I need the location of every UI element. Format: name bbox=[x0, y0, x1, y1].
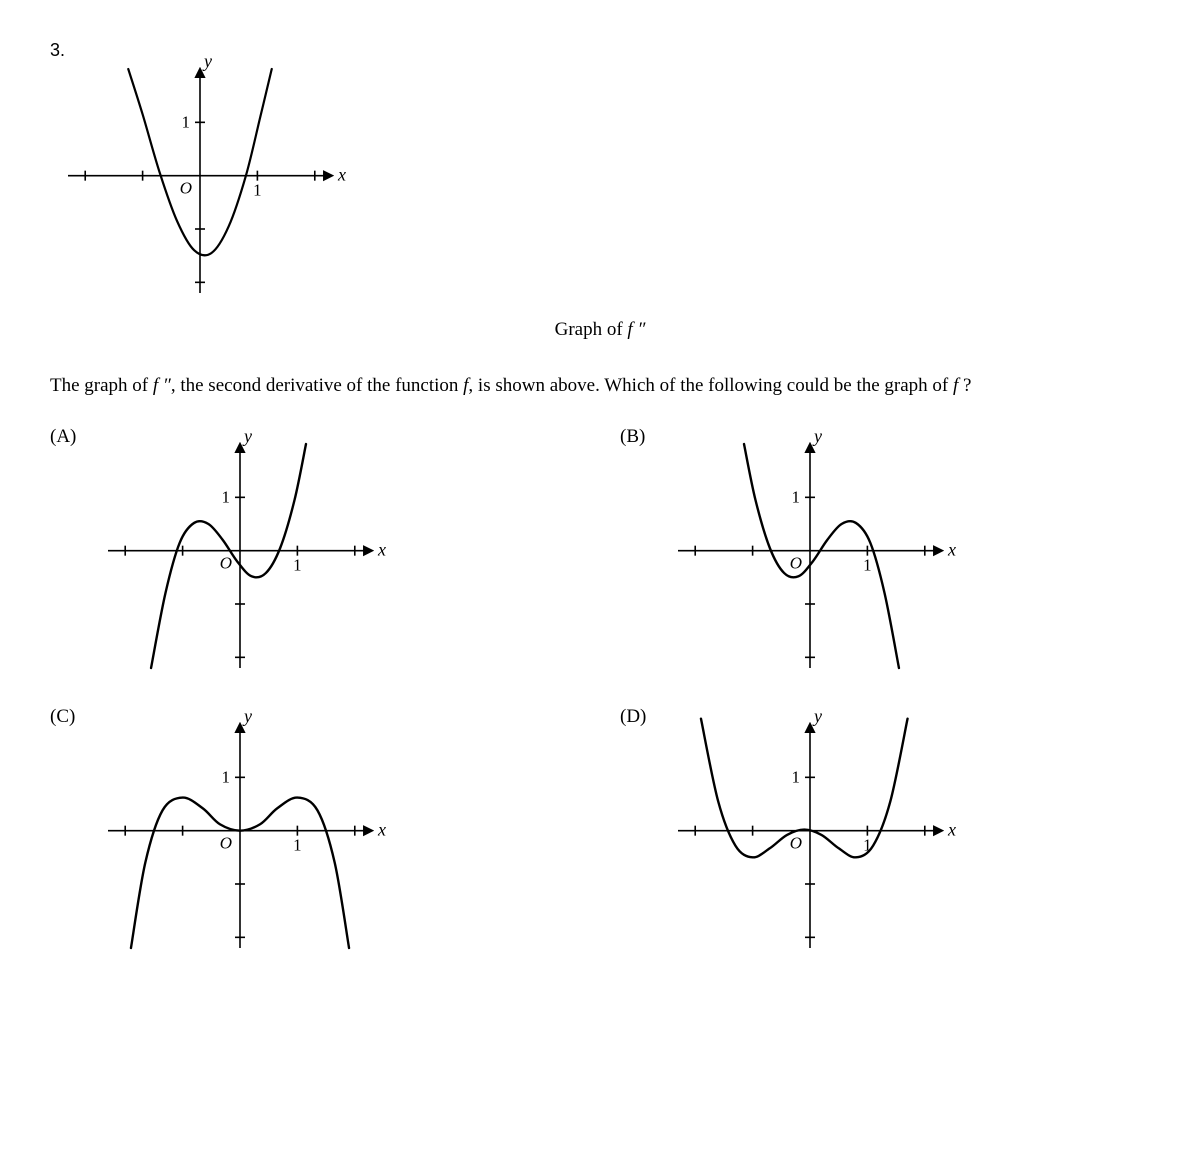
question-text: The graph of f ″, the second derivative … bbox=[50, 371, 1150, 401]
svg-text:1: 1 bbox=[222, 768, 231, 787]
q-part: , the second derivative of the function bbox=[171, 375, 463, 396]
q-part: ? bbox=[963, 375, 971, 396]
caption-symbol: f ″ bbox=[627, 319, 645, 340]
q-sym: f bbox=[953, 375, 963, 396]
svg-text:1: 1 bbox=[222, 488, 231, 507]
svg-text:1: 1 bbox=[293, 836, 302, 855]
choice-graph-c: 1 1 Oy x bbox=[90, 706, 390, 966]
q-part: , is shown above. Which of the following… bbox=[468, 375, 953, 396]
caption-text: Graph of bbox=[555, 319, 628, 340]
choice-a: (A) 1 1 Oy x bbox=[50, 426, 580, 686]
svg-text:1: 1 bbox=[863, 556, 872, 575]
svg-text:O: O bbox=[220, 834, 232, 853]
svg-text:x: x bbox=[337, 165, 346, 185]
svg-text:1: 1 bbox=[293, 556, 302, 575]
svg-text:O: O bbox=[220, 554, 232, 573]
svg-text:1: 1 bbox=[792, 488, 801, 507]
svg-text:y: y bbox=[812, 426, 822, 446]
choice-graph-b: 1 1 Oy x bbox=[660, 426, 960, 686]
top-graph-container: 1 1 Oy x Graph of f ″ bbox=[50, 51, 1150, 341]
svg-text:y: y bbox=[242, 706, 252, 726]
choice-b: (B) 1 1 Oy x bbox=[620, 426, 1150, 686]
choice-graph-d: 11Oyx bbox=[660, 706, 960, 966]
svg-text:O: O bbox=[790, 554, 802, 573]
svg-text:1: 1 bbox=[792, 768, 801, 787]
q-part: The graph of bbox=[50, 375, 153, 396]
svg-text:O: O bbox=[180, 179, 192, 198]
svg-text:1: 1 bbox=[182, 112, 191, 131]
choice-c: (C) 1 1 Oy x bbox=[50, 706, 580, 966]
q-sym: f ″ bbox=[153, 375, 171, 396]
choice-label-a: (A) bbox=[50, 426, 90, 448]
svg-text:y: y bbox=[202, 51, 212, 71]
choice-d: (D) 11Oyx bbox=[620, 706, 1150, 966]
choice-label-b: (B) bbox=[620, 426, 660, 448]
svg-text:x: x bbox=[947, 540, 956, 560]
svg-text:x: x bbox=[377, 820, 386, 840]
svg-text:O: O bbox=[790, 834, 802, 853]
svg-text:y: y bbox=[812, 706, 822, 726]
svg-text:1: 1 bbox=[253, 181, 261, 200]
svg-text:x: x bbox=[947, 820, 956, 840]
choice-label-d: (D) bbox=[620, 706, 660, 728]
svg-text:y: y bbox=[242, 426, 252, 446]
choices-grid: (A) 1 1 Oy x (B) 1 1 Oy x (C) 1 1 Oy x (D) 1 1 Oy x bbox=[50, 426, 1150, 966]
top-graph: 1 1 Oy x bbox=[50, 51, 350, 311]
choice-label-c: (C) bbox=[50, 706, 90, 728]
choice-graph-a: 1 1 Oy x bbox=[90, 426, 390, 686]
svg-text:x: x bbox=[377, 540, 386, 560]
top-graph-caption: Graph of f ″ bbox=[50, 319, 1150, 341]
